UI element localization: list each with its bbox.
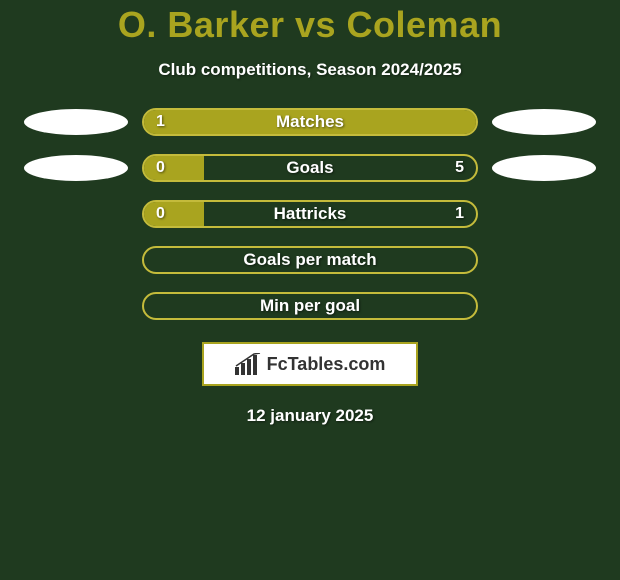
page-title: O. Barker vs Coleman	[0, 4, 620, 46]
stat-row: 05Goals	[10, 154, 610, 182]
value-right: 5	[455, 159, 464, 177]
value-left: 0	[156, 205, 165, 223]
fill-left	[144, 110, 476, 134]
stat-bar: 05Goals	[142, 154, 478, 182]
comparison-infographic: O. Barker vs Coleman Club competitions, …	[0, 0, 620, 580]
left-ellipse	[24, 109, 128, 135]
stat-bar: 1Matches	[142, 108, 478, 136]
stat-label: Goals per match	[144, 250, 476, 270]
chart-icon	[235, 353, 261, 375]
right-ellipse	[492, 155, 596, 181]
right-ellipse	[492, 109, 596, 135]
stat-bar: Min per goal	[142, 292, 478, 320]
fill-left	[144, 156, 204, 180]
stat-label: Min per goal	[144, 296, 476, 316]
fill-left	[144, 202, 204, 226]
stat-row: 01Hattricks	[10, 200, 610, 228]
brand-badge: FcTables.com	[202, 342, 418, 386]
stat-bar: 01Hattricks	[142, 200, 478, 228]
stat-row: 1Matches	[10, 108, 610, 136]
page-subtitle: Club competitions, Season 2024/2025	[0, 60, 620, 80]
brand-text: FcTables.com	[267, 354, 386, 375]
value-left: 1	[156, 113, 165, 131]
stat-row: Goals per match	[10, 246, 610, 274]
stat-rows: 1Matches05Goals01HattricksGoals per matc…	[0, 108, 620, 320]
stat-bar: Goals per match	[142, 246, 478, 274]
value-left: 0	[156, 159, 165, 177]
value-right: 1	[455, 205, 464, 223]
date-text: 12 january 2025	[0, 406, 620, 426]
stat-row: Min per goal	[10, 292, 610, 320]
left-ellipse	[24, 155, 128, 181]
